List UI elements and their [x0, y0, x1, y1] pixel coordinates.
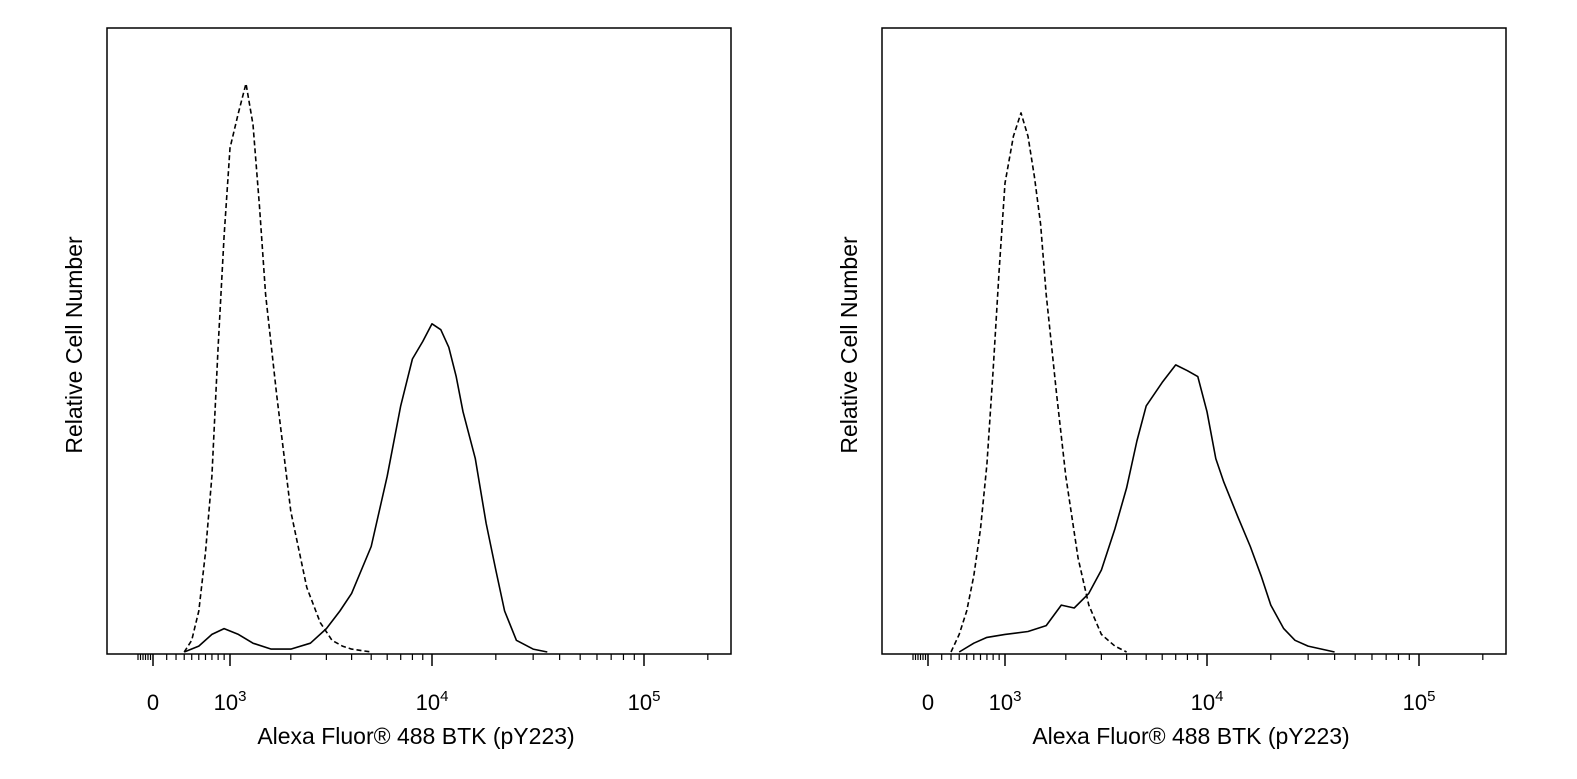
x-tick-label: 105	[1403, 688, 1436, 715]
x-tick-label: 104	[1191, 688, 1224, 715]
stained-sample-curve	[183, 323, 548, 653]
isotype-control-curve	[183, 82, 372, 653]
x-axis-title: Alexa Fluor® 488 BTK (pY223)	[1032, 723, 1349, 749]
plot-frame	[881, 27, 1507, 655]
x-tick-label: 104	[416, 688, 449, 715]
x-tick-label: 105	[628, 688, 661, 715]
x-tick-label: 0	[147, 690, 159, 715]
y-axis-title: Relative Cell Number	[836, 236, 862, 454]
y-axis-title: Relative Cell Number	[61, 236, 87, 454]
isotype-control-curve	[950, 112, 1127, 653]
stained-sample-curve	[958, 364, 1335, 653]
histogram-panel-left: 0 103 104 105 Alexa Fluor® 488 BTK (pY223) Re…	[61, 27, 732, 749]
x-tick-label: 103	[989, 688, 1022, 715]
x-tick-label: 0	[922, 690, 934, 715]
histogram-panel-right: 0 103 104 105 Alexa Fluor® 488 BTK (pY223) Re…	[836, 27, 1507, 749]
x-tick-label: 103	[214, 688, 247, 715]
plot-frame	[106, 27, 732, 655]
x-axis-title: Alexa Fluor® 488 BTK (pY223)	[257, 723, 574, 749]
